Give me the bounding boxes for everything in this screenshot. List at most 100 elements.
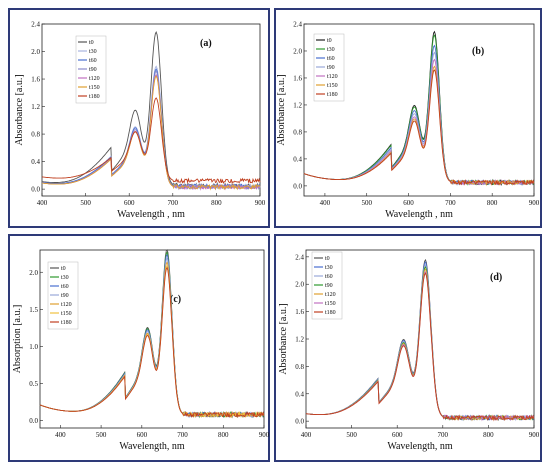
panel-label: (c)	[170, 294, 181, 305]
x-tick-label: 600	[392, 431, 403, 439]
chart-a: 400 500 600 700 800 900 0.0 0.4 0.8 1.2 1.6 2.0 2.4 W…	[14, 21, 266, 221]
x-axis-title: Wavelength , nm	[117, 209, 185, 220]
x-tick-label: 400	[301, 431, 312, 439]
y-tick-label: 0.4	[295, 390, 304, 398]
legend-label: t60	[89, 58, 97, 64]
plot-frame	[39, 249, 265, 429]
y-tick-label: 0.8	[31, 131, 40, 139]
x-tick-label: 900	[255, 199, 266, 207]
x-tick-label: 900	[529, 199, 540, 207]
legend-label: t90	[327, 65, 335, 71]
y-tick-label: 2.0	[295, 281, 304, 289]
x-tick-label: 500	[96, 431, 107, 439]
x-tick-label: 900	[529, 431, 540, 439]
series-line-t120	[41, 73, 261, 191]
legend-label: t0	[327, 38, 332, 44]
x-tick-label: 500	[346, 431, 357, 439]
y-tick-label: 0.0	[293, 182, 302, 190]
y-tick-label: 2.0	[31, 48, 40, 56]
y-tick-label: 1.6	[293, 74, 302, 82]
panel-d: 400 500 600 700 800 900 0.0 0.4 0.8 1.2 1.6 2.0 2.4 W…	[274, 234, 542, 462]
legend-label: t30	[327, 47, 335, 53]
plot-frame	[41, 23, 261, 197]
y-tick-label: 0.0	[29, 417, 38, 425]
y-tick-label: 0.0	[295, 418, 304, 426]
legend-label: t150	[89, 85, 100, 91]
x-axis-title: Wavelength, nm	[387, 441, 453, 452]
x-tick-label: 500	[80, 199, 91, 207]
panel-label: (a)	[200, 38, 212, 49]
panel-label: (b)	[472, 46, 484, 57]
x-tick-label: 600	[137, 431, 148, 439]
series-line-t180	[303, 69, 535, 186]
legend-label: t60	[327, 56, 335, 62]
panel-a: 400 500 600 700 800 900 0.0 0.4 0.8 1.2 1.6 2.0 2.4 W…	[8, 8, 270, 228]
legend-label: t30	[89, 49, 97, 55]
legend-label: t60	[325, 274, 333, 280]
y-tick-label: 1.2	[293, 101, 302, 109]
x-tick-label: 800	[218, 431, 229, 439]
series-line-t180	[39, 266, 265, 419]
y-tick-label: 0.8	[293, 128, 302, 136]
x-tick-label: 400	[320, 199, 331, 207]
x-tick-label: 900	[259, 431, 270, 439]
plot-frame	[303, 23, 535, 197]
y-tick-label: 1.0	[29, 343, 38, 351]
y-axis-title: Absorption [a.u.]	[12, 305, 23, 374]
legend-label: t150	[327, 83, 338, 89]
chart-b: 400 500 600 700 800 900 0.0 0.4 0.8 1.2 1.6 2.0 2.4 W…	[276, 21, 540, 221]
x-tick-label: 400	[55, 431, 66, 439]
y-tick-label: 1.2	[295, 336, 304, 344]
legend-label: t0	[61, 266, 66, 272]
legend-label: t120	[325, 292, 336, 298]
y-axis-title: Absorbance [a.u.]	[276, 74, 287, 145]
legend-label: t180	[61, 320, 72, 326]
x-tick-label: 700	[445, 199, 456, 207]
legend-label: t90	[89, 67, 97, 73]
y-tick-label: 2.4	[293, 21, 302, 29]
chart-d: 400 500 600 700 800 900 0.0 0.4 0.8 1.2 1.6 2.0 2.4 W…	[278, 249, 540, 452]
y-tick-label: 0.0	[31, 186, 40, 194]
legend-label: t0	[89, 40, 94, 46]
x-tick-label: 600	[403, 199, 414, 207]
y-tick-label: 0.4	[293, 155, 302, 163]
legend-label: t120	[327, 74, 338, 80]
legend-label: t120	[61, 302, 72, 308]
x-axis-title: Wavelength, nm	[119, 441, 185, 452]
x-tick-label: 800	[483, 431, 494, 439]
x-tick-label: 500	[361, 199, 372, 207]
y-tick-label: 1.2	[31, 103, 40, 111]
legend-label: t120	[89, 76, 100, 82]
series-line-t180	[305, 272, 535, 422]
panel-c: 400 500 600 700 800 900 0.0 0.5 1.0 1.5 2.0 Wavelen…	[8, 234, 270, 462]
x-tick-label: 700	[177, 431, 188, 439]
x-tick-label: 600	[124, 199, 135, 207]
panel-label: (d)	[490, 272, 502, 283]
series-line-t180	[41, 97, 261, 185]
y-tick-label: 1.6	[31, 76, 40, 84]
legend-label: t0	[325, 256, 330, 262]
legend-label: t180	[327, 92, 338, 98]
legend-label: t60	[61, 284, 69, 290]
legend-label: t30	[325, 265, 333, 271]
x-tick-label: 400	[37, 199, 48, 207]
x-tick-label: 700	[438, 431, 449, 439]
y-tick-label: 2.4	[31, 21, 40, 29]
y-tick-label: 0.4	[31, 158, 40, 166]
y-tick-label: 2.0	[29, 269, 38, 277]
legend-label: t150	[325, 301, 336, 307]
y-tick-label: 0.5	[29, 380, 38, 388]
legend-label: t150	[61, 311, 72, 317]
y-axis-title: Absorbance [a.u.]	[278, 303, 289, 374]
series-line-t150	[41, 75, 261, 191]
chart-c: 400 500 600 700 800 900 0.0 0.5 1.0 1.5 2.0 Wavelen…	[12, 249, 270, 452]
legend-label: t90	[325, 283, 333, 289]
x-tick-label: 800	[487, 199, 498, 207]
legend-label: t90	[61, 293, 69, 299]
x-tick-label: 800	[211, 199, 222, 207]
x-tick-label: 700	[168, 199, 179, 207]
legend-label: t180	[325, 310, 336, 316]
y-tick-label: 0.8	[295, 363, 304, 371]
legend-label: t30	[61, 275, 69, 281]
panel-b: 400 500 600 700 800 900 0.0 0.4 0.8 1.2 1.6 2.0 2.4 W…	[274, 8, 542, 228]
